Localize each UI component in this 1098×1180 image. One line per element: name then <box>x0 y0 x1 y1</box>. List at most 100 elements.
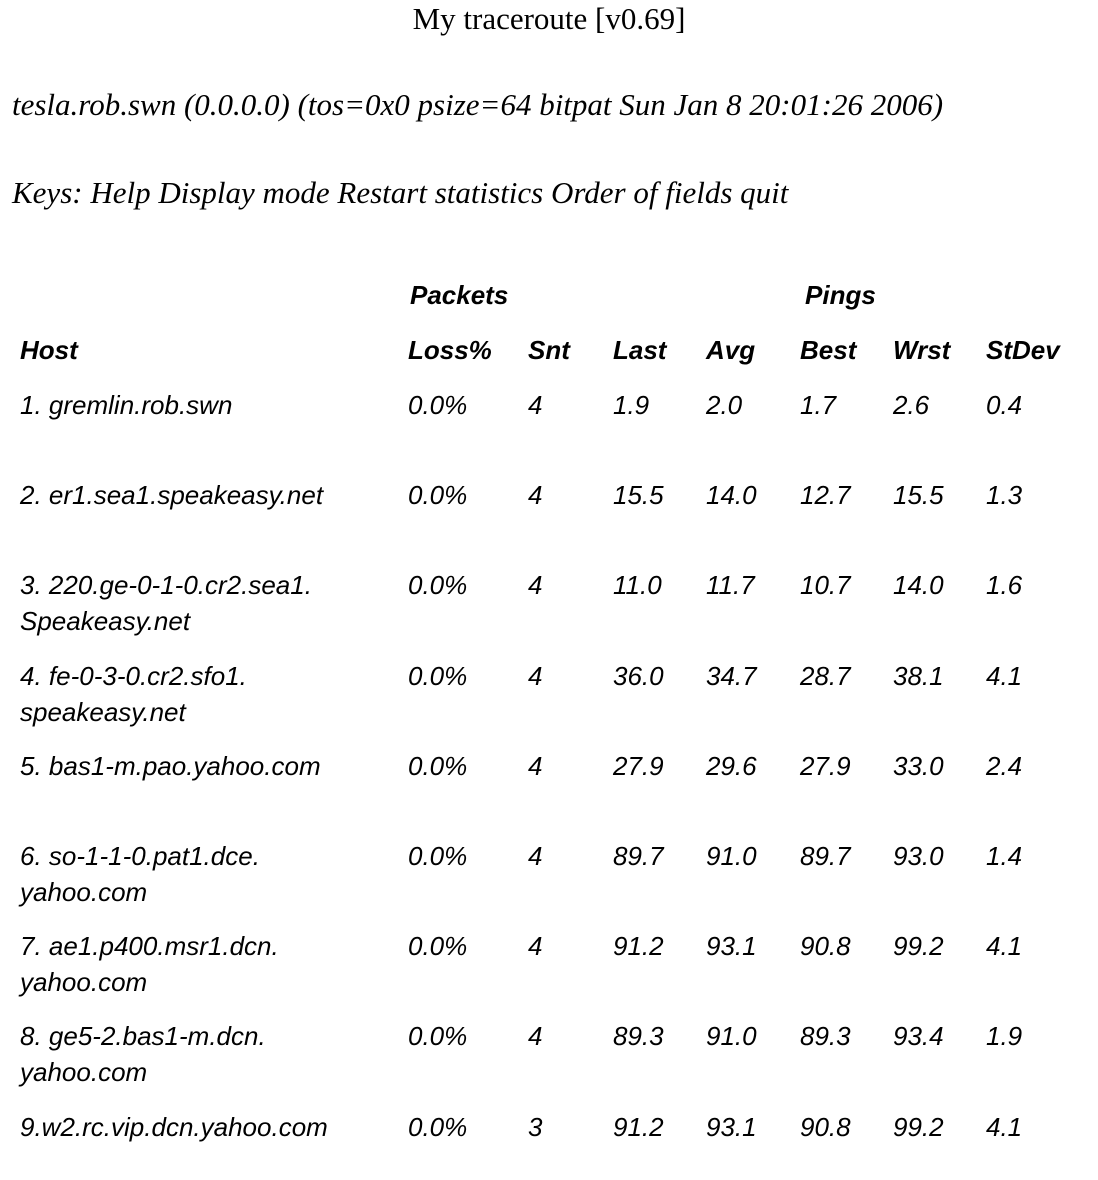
value-cell: 0.0% <box>408 931 468 962</box>
value-cell: 91.2 <box>613 1111 664 1142</box>
host-line: 9.w2.rc.vip.dcn.yahoo.com <box>20 1111 328 1142</box>
value-cell: 89.3 <box>800 1021 851 1052</box>
value-cell: 11.7 <box>706 570 755 601</box>
value-cell: 99.2 <box>893 931 944 962</box>
host-line: 5. bas1-m.pao.yahoo.com <box>20 750 321 781</box>
value-cell: 93.1 <box>706 931 757 962</box>
host-line: 4. fe-0-3-0.cr2.sfo1. <box>20 660 247 691</box>
value-cell: 38.1 <box>893 660 944 691</box>
host-line: 8. ge5-2.bas1-m.dcn. <box>20 1021 266 1052</box>
value-cell: 4 <box>528 931 543 962</box>
host-line: speakeasy.net <box>20 696 186 727</box>
value-cell: 4.1 <box>986 1111 1023 1142</box>
column-header: Best <box>800 335 857 365</box>
value-cell: 0.0% <box>408 480 468 511</box>
value-cell: 11.0 <box>613 570 662 601</box>
value-cell: 2.0 <box>706 390 743 420</box>
host-cell: 9.w2.rc.vip.dcn.yahoo.com <box>20 1109 328 1145</box>
value-cell: 10.7 <box>800 570 851 601</box>
host-line: yahoo.com <box>20 967 148 998</box>
column-header: StDev <box>986 335 1060 365</box>
host-cell: 5. bas1-m.pao.yahoo.com <box>20 748 321 784</box>
host-info: tesla.rob.swn (0.0.0.0) (tos=0x0 psize=6… <box>12 87 944 122</box>
value-cell: 0.0% <box>408 750 468 781</box>
value-cell: 91.2 <box>613 931 664 962</box>
value-cell: 4 <box>528 480 543 511</box>
value-cell: 1.7 <box>800 390 837 420</box>
value-cell: 36.0 <box>613 660 664 691</box>
value-cell: 2.6 <box>893 390 930 420</box>
value-cell: 1.4 <box>986 841 1023 871</box>
host-cell: 6. so-1-1-0.pat1.dce. yahoo.com <box>20 838 260 910</box>
value-cell: 91.0 <box>706 1021 757 1052</box>
value-cell: 1.6 <box>986 570 1023 601</box>
value-cell: 90.8 <box>800 1111 851 1142</box>
value-cell: 4.1 <box>986 931 1023 962</box>
value-cell: 0.0% <box>408 390 468 420</box>
value-cell: 15.5 <box>613 480 664 511</box>
value-cell: 90.8 <box>800 931 851 962</box>
value-cell: 0.0% <box>408 660 468 691</box>
value-cell: 0.0% <box>408 1021 468 1052</box>
host-cell: 3. 220.ge-0-1-0.cr2.sea1. Speakeasy.net <box>20 567 312 639</box>
value-cell: 29.6 <box>706 750 757 781</box>
column-header: Last <box>613 335 667 365</box>
value-cell: 89.3 <box>613 1021 664 1052</box>
host-line: yahoo.com <box>20 1057 148 1088</box>
value-cell: 2.4 <box>986 750 1023 781</box>
host-cell: 4. fe-0-3-0.cr2.sfo1. speakeasy.net <box>20 658 247 730</box>
value-cell: 89.7 <box>613 841 664 871</box>
value-cell: 4 <box>528 841 543 871</box>
group-header: Pings <box>805 280 876 310</box>
host-cell: 8. ge5-2.bas1-m.dcn. yahoo.com <box>20 1018 266 1090</box>
value-cell: 0.4 <box>986 390 1023 420</box>
host-line: 6. so-1-1-0.pat1.dce. <box>20 841 260 871</box>
value-cell: 93.1 <box>706 1111 757 1142</box>
keys: Keys: Help Display mode Restart statisti… <box>12 175 789 210</box>
value-cell: 34.7 <box>706 660 757 691</box>
value-cell: 3 <box>528 1111 543 1142</box>
host-cell: 1. gremlin.rob.swn <box>20 387 232 423</box>
value-cell: 0.0% <box>408 841 468 871</box>
value-cell: 89.7 <box>800 841 851 871</box>
value-cell: 15.5 <box>893 480 944 511</box>
host-line: yahoo.com <box>20 877 148 907</box>
value-cell: 14.0 <box>706 480 757 511</box>
group-header: Packets <box>410 280 509 310</box>
value-cell: 1.9 <box>613 390 650 420</box>
column-header: Loss% <box>408 335 492 365</box>
value-cell: 0.0% <box>408 1111 468 1142</box>
value-cell: 27.9 <box>800 750 851 781</box>
value-cell: 4 <box>528 660 543 691</box>
host-line: Speakeasy.net <box>20 606 191 637</box>
value-cell: 4 <box>528 750 543 781</box>
column-header: Snt <box>528 335 570 365</box>
value-cell: 4 <box>528 1021 543 1052</box>
host-cell: 2. er1.sea1.speakeasy.net <box>20 477 323 513</box>
value-cell: 27.9 <box>613 750 664 781</box>
value-cell: 1.9 <box>986 1021 1023 1052</box>
value-cell: 4 <box>528 390 543 420</box>
value-cell: 93.4 <box>893 1021 944 1052</box>
host-cell: 7. ae1.p400.msr1.dcn. yahoo.com <box>20 928 279 1000</box>
value-cell: 4.1 <box>986 660 1023 691</box>
column-header: Wrst <box>893 335 951 365</box>
value-cell: 28.7 <box>800 660 851 691</box>
value-cell: 4 <box>528 570 543 601</box>
host-line: 3. 220.ge-0-1-0.cr2.sea1. <box>20 570 312 601</box>
value-cell: 1.3 <box>986 480 1023 511</box>
value-cell: 14.0 <box>893 570 944 601</box>
column-header: Host <box>20 335 78 365</box>
host-line: 2. er1.sea1.speakeasy.net <box>20 480 324 511</box>
value-cell: 91.0 <box>706 841 757 871</box>
value-cell: 12.7 <box>800 480 851 511</box>
host-line: 1. gremlin.rob.swn <box>20 390 233 420</box>
value-cell: 0.0% <box>408 570 468 601</box>
value-cell: 99.2 <box>893 1111 944 1142</box>
value-cell: 33.0 <box>893 750 944 781</box>
value-cell: 93.0 <box>893 841 944 871</box>
host-line: 7. ae1.p400.msr1.dcn. <box>20 931 279 962</box>
title: My traceroute [v0.69] <box>412 1 686 36</box>
column-header: Avg <box>706 335 756 365</box>
